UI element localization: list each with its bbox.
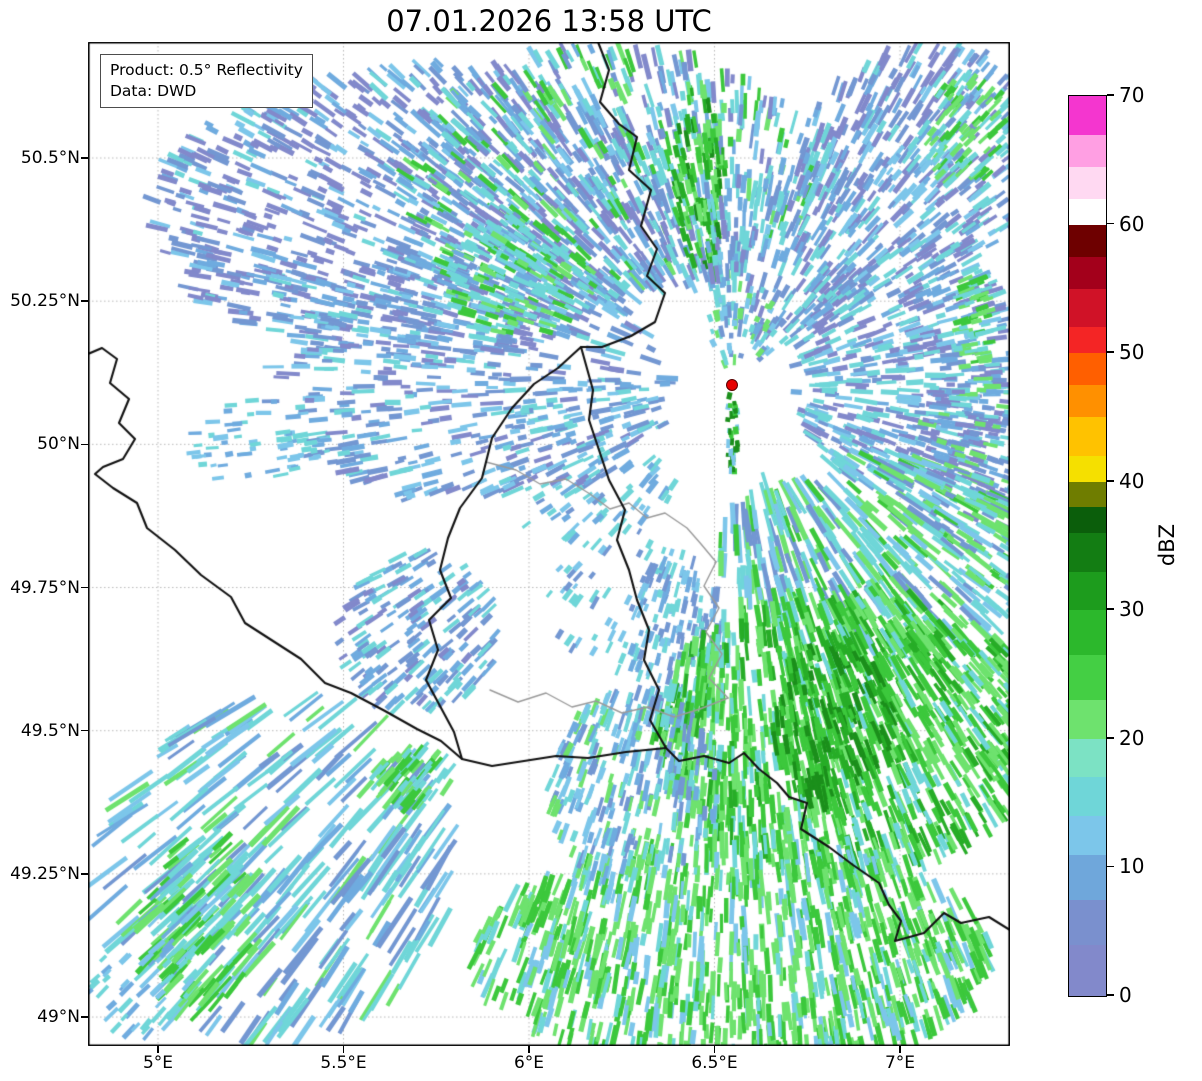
colorbar-segment [1069,506,1106,534]
y-tick-mark [81,443,88,446]
colorbar-tick-mark [1107,479,1114,482]
radar-site-marker [725,378,738,391]
colorbar-tick-label: 40 [1119,468,1145,493]
colorbar-tick-mark [1107,222,1114,225]
colorbar-segment [1069,654,1106,701]
colorbar-tick-label: 50 [1119,340,1145,365]
colorbar-tick-label: 70 [1119,83,1145,107]
x-tick-mark [713,1046,716,1053]
colorbar-unit-label: dBZ [1155,523,1179,567]
colorbar-segment [1069,384,1106,418]
colorbar [1068,95,1107,997]
colorbar-segment [1069,166,1106,199]
colorbar-tick-mark [1107,737,1114,739]
y-tick-label: 49.5°N [20,720,80,741]
colorbar-segment [1069,699,1106,739]
colorbar-segment [1069,352,1106,386]
colorbar-tick-mark [1107,608,1114,611]
info-box: Product: 0.5° Reflectivity Data: DWD [100,54,313,108]
colorbar-segment [1069,455,1106,482]
colorbar-segment [1069,198,1106,225]
colorbar-segment [1069,532,1106,572]
radar-map-canvas [88,42,1010,1046]
colorbar-tick-label: 0 [1119,983,1132,1007]
x-tick-label: 6.5°E [691,1053,738,1073]
figure-title: 07.01.2026 13:58 UTC [386,4,712,38]
x-tick-label: 5.5°E [320,1053,367,1073]
x-tick-label: 5°E [142,1053,174,1073]
info-product-line: Product: 0.5° Reflectivity [110,61,303,79]
colorbar-tick-mark [1107,94,1114,96]
colorbar-segment [1069,609,1106,656]
colorbar-segment [1069,899,1106,945]
y-tick-label: 49.25°N [10,863,80,884]
colorbar-segment [1069,95,1106,135]
colorbar-segment [1069,134,1106,167]
colorbar-segment [1069,481,1106,508]
colorbar-segment [1069,416,1106,456]
x-tick-mark [899,1046,901,1053]
colorbar-segment [1069,854,1106,900]
y-tick-mark [81,873,88,875]
y-tick-mark [81,1016,88,1018]
colorbar-tick-label: 20 [1119,725,1145,750]
x-tick-mark [528,1046,530,1053]
colorbar-tick-mark [1107,865,1114,868]
colorbar-tick-mark [1107,994,1114,996]
y-tick-mark [81,300,88,302]
y-tick-mark [81,586,88,589]
y-tick-label: 49.75°N [10,577,80,598]
colorbar-segment [1069,815,1106,855]
y-tick-mark [81,157,88,159]
colorbar-segment [1069,738,1106,778]
colorbar-segment [1069,571,1106,611]
y-tick-label: 49°N [37,1007,80,1028]
colorbar-tick-label: 30 [1119,597,1145,622]
y-tick-label: 50.25°N [10,291,80,312]
x-tick-label: 7°E [884,1053,916,1073]
x-tick-mark [157,1046,159,1053]
colorbar-segment [1069,326,1106,354]
colorbar-tick-label: 60 [1119,211,1145,236]
colorbar-segment [1069,256,1106,289]
colorbar-segment [1069,776,1106,816]
colorbar-tick-mark [1107,351,1114,353]
y-tick-label: 50°N [37,434,80,455]
colorbar-segment [1069,944,1106,996]
info-source-line: Data: DWD [110,81,197,100]
colorbar-segment [1069,224,1106,257]
x-tick-mark [342,1046,345,1053]
colorbar-segment [1069,288,1106,328]
x-tick-label: 6°E [513,1053,545,1073]
colorbar-tick-label: 10 [1119,854,1145,879]
y-tick-mark [81,729,88,732]
y-tick-label: 50.5°N [20,148,80,168]
